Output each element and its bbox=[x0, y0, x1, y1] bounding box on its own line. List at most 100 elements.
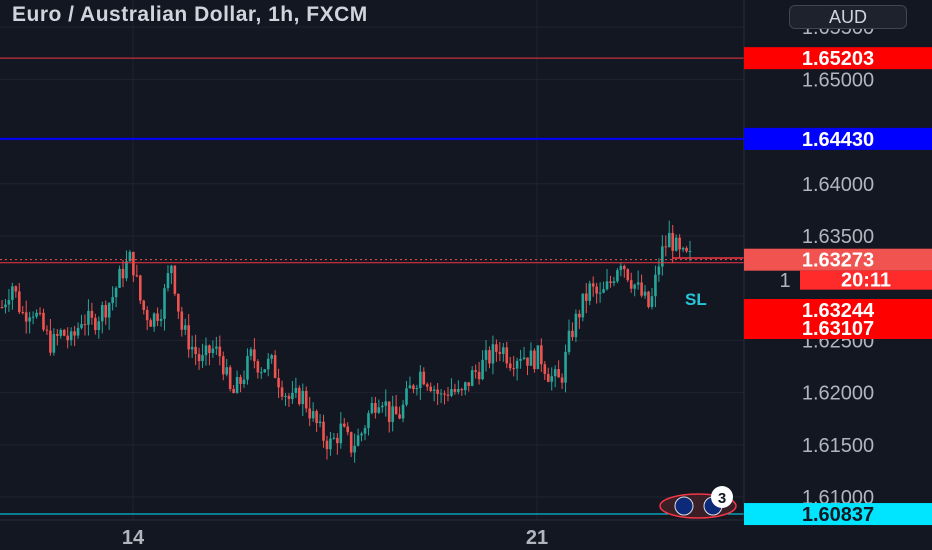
candle-body bbox=[197, 353, 201, 362]
candle-body bbox=[204, 345, 208, 356]
event-count-bubble bbox=[711, 486, 733, 508]
candle-body bbox=[598, 292, 602, 294]
upper-red-level-label-bg bbox=[744, 47, 932, 70]
candle-body bbox=[356, 435, 360, 446]
candle-body bbox=[629, 280, 633, 289]
candle-body bbox=[215, 346, 218, 349]
candle-body bbox=[183, 325, 187, 330]
candle-body bbox=[481, 359, 484, 380]
candle-body bbox=[616, 270, 619, 282]
candle-body bbox=[640, 282, 643, 296]
candle-body bbox=[432, 389, 436, 392]
candle-body bbox=[263, 369, 267, 373]
sl-level-label: 1.63107 bbox=[802, 318, 874, 340]
candle-body bbox=[149, 320, 152, 327]
candle-body bbox=[187, 325, 190, 350]
candle-body bbox=[35, 312, 38, 317]
candle-body bbox=[460, 388, 464, 391]
candle-body bbox=[21, 312, 25, 314]
candle-body bbox=[194, 346, 197, 354]
countdown-timer: 20:11 bbox=[841, 270, 891, 292]
candle-body bbox=[367, 413, 370, 429]
candle-body bbox=[387, 401, 391, 423]
candle-body bbox=[346, 426, 350, 433]
candle-body bbox=[453, 389, 457, 392]
currency-button[interactable]: AUD bbox=[789, 5, 907, 29]
horizontal-levels[interactable] bbox=[0, 57, 744, 515]
candle-body bbox=[502, 347, 505, 354]
event-badge[interactable]: 3 bbox=[659, 486, 737, 519]
candle-body bbox=[322, 421, 325, 441]
candle-body bbox=[208, 345, 211, 353]
candle-body bbox=[121, 268, 125, 279]
candle-body bbox=[522, 357, 526, 359]
candle-body bbox=[519, 358, 522, 361]
candle-body bbox=[505, 347, 509, 364]
candle-body bbox=[56, 334, 59, 336]
candle-body bbox=[90, 310, 94, 318]
candle-body bbox=[318, 421, 322, 424]
candle-body bbox=[647, 291, 650, 307]
candle-body bbox=[467, 382, 471, 386]
candle-body bbox=[221, 356, 225, 375]
candle-body bbox=[0, 306, 4, 308]
candle-body bbox=[42, 312, 45, 330]
candle-body bbox=[277, 377, 280, 388]
candle-body bbox=[253, 349, 256, 362]
candle-body bbox=[560, 377, 564, 383]
candle-body bbox=[45, 329, 49, 331]
candle-body bbox=[584, 293, 588, 301]
candle-body bbox=[363, 428, 367, 434]
candle-body bbox=[228, 367, 232, 389]
candle-body bbox=[201, 355, 204, 362]
candle-body bbox=[394, 406, 398, 415]
candle-body bbox=[463, 382, 467, 391]
candle-body bbox=[408, 385, 412, 389]
candle-body bbox=[495, 344, 498, 352]
time-axis[interactable]: 14 21 bbox=[122, 527, 548, 549]
candle-body bbox=[94, 317, 97, 331]
candle-body bbox=[550, 376, 554, 382]
candle-body bbox=[657, 266, 661, 275]
candle-body bbox=[135, 275, 139, 277]
price-axis[interactable]: 1.655001.650001.640001.635001.625001.620… bbox=[779, 17, 874, 509]
candle-body bbox=[87, 310, 90, 325]
candle-body bbox=[114, 287, 118, 298]
candle-body bbox=[446, 394, 450, 396]
candle-body bbox=[450, 389, 453, 396]
resistance-level-label: 1.63244 bbox=[802, 300, 875, 322]
candle-body bbox=[381, 405, 384, 408]
candle-body bbox=[443, 393, 446, 395]
candle-body bbox=[273, 355, 277, 378]
candle-body bbox=[353, 445, 356, 453]
x-tick-21: 21 bbox=[526, 527, 548, 549]
candle-body bbox=[256, 361, 260, 373]
candle-body bbox=[457, 388, 460, 392]
candle-body bbox=[311, 411, 315, 419]
candle-body bbox=[332, 437, 336, 439]
candle-body bbox=[412, 385, 415, 390]
candle-body bbox=[474, 370, 477, 372]
candle-body bbox=[602, 289, 605, 293]
candle-body bbox=[59, 329, 63, 336]
candle-body bbox=[588, 283, 592, 301]
sl-level-label-bg bbox=[744, 317, 932, 339]
candle-body bbox=[298, 387, 301, 405]
candle-body bbox=[342, 423, 346, 427]
candle-body bbox=[512, 368, 515, 370]
candle-body bbox=[304, 390, 308, 409]
candle-body bbox=[69, 331, 73, 341]
sl-tag[interactable]: SL bbox=[685, 290, 707, 309]
candle-body bbox=[246, 355, 249, 380]
candle-body bbox=[159, 318, 163, 321]
candle-body bbox=[536, 345, 540, 370]
candle-body bbox=[498, 351, 502, 354]
candle-body bbox=[436, 389, 439, 394]
candle-body bbox=[491, 344, 495, 364]
candle-body bbox=[152, 313, 156, 327]
candle-body bbox=[650, 296, 654, 307]
candle-body bbox=[619, 265, 623, 271]
candle-body bbox=[24, 312, 28, 322]
